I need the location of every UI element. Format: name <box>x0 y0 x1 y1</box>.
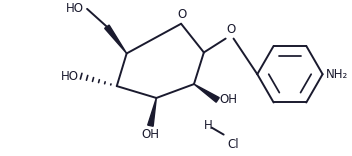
Text: OH: OH <box>142 128 159 141</box>
Polygon shape <box>105 25 127 53</box>
Text: O: O <box>227 23 236 36</box>
Text: O: O <box>177 8 187 21</box>
Text: NH₂: NH₂ <box>326 68 348 81</box>
Text: H: H <box>203 119 212 132</box>
Text: OH: OH <box>220 93 238 106</box>
Text: HO: HO <box>66 2 84 15</box>
Polygon shape <box>148 98 156 126</box>
Polygon shape <box>194 84 219 102</box>
Text: Cl: Cl <box>228 138 239 151</box>
Text: HO: HO <box>61 70 79 83</box>
